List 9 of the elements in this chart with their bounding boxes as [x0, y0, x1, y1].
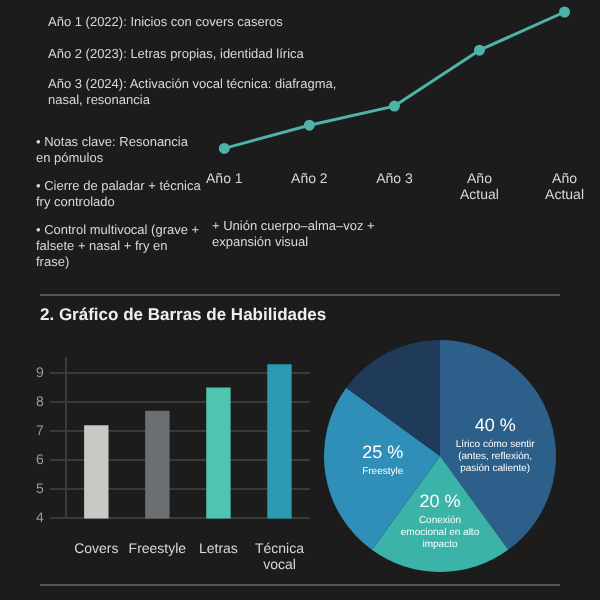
point	[388, 100, 400, 112]
point	[559, 6, 571, 18]
point	[218, 142, 230, 154]
data-label: 40 %	[474, 415, 516, 436]
point	[473, 44, 485, 56]
chart-title: 2. Gráfico de Barras de Habilidades	[40, 304, 327, 324]
data-label: 20 %	[419, 490, 461, 511]
point	[303, 119, 315, 131]
data-label: 25 %	[362, 442, 404, 463]
